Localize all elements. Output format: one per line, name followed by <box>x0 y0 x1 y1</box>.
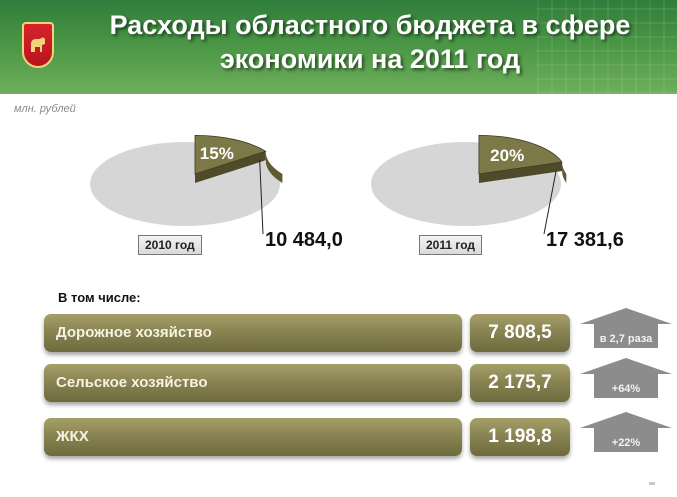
pie-slice-rim <box>265 151 283 183</box>
year-label-2011: 2011 год <box>419 235 482 255</box>
up-arrow-icon <box>580 308 672 348</box>
slide-title: Расходы областного бюджета в сфере эконо… <box>109 10 631 74</box>
regional-crest-icon <box>22 22 54 68</box>
breakdown-value-agriculture: 2 175,7 <box>470 364 570 402</box>
change-arrow-housing: +22% <box>578 410 674 452</box>
pie-leader-line <box>259 160 264 235</box>
breakdown-item-roads: Дорожное хозяйство <box>44 314 462 352</box>
page-indicator <box>649 482 655 485</box>
total-2010: 10 484,0 <box>265 229 343 251</box>
breakdown-value-roads: 7 808,5 <box>470 314 570 352</box>
breakdown-heading: В том числе: <box>58 290 141 305</box>
pie-slice-share <box>194 134 267 175</box>
pie-chart-2011: 20% <box>371 134 567 235</box>
up-arrow-icon <box>580 358 672 398</box>
header-decoration <box>537 0 677 94</box>
pie-slice-share <box>478 134 563 175</box>
change-arrow-agriculture: +64% <box>578 356 674 398</box>
year-label-2010: 2010 год <box>138 235 202 255</box>
pie-percent-label: 15% <box>200 144 234 163</box>
change-arrow-roads: в 2,7 раза <box>578 306 674 348</box>
up-arrow-icon <box>580 412 672 452</box>
breakdown-value-housing: 1 198,8 <box>470 418 570 456</box>
total-2011: 17 381,6 <box>546 229 624 251</box>
pie-slice-rim <box>562 162 567 183</box>
change-label-housing: +22% <box>611 437 641 449</box>
change-label-agriculture: +64% <box>611 383 641 395</box>
breakdown-item-agriculture: Сельское хозяйство <box>44 364 462 402</box>
units-label: млн. рублей <box>14 103 76 115</box>
pie-slice-side <box>194 151 266 183</box>
change-label-roads: в 2,7 раза <box>599 333 653 345</box>
breakdown-item-housing: ЖКХ <box>44 418 462 456</box>
slide-header: Расходы областного бюджета в сфере эконо… <box>0 0 677 94</box>
pie-leader-line <box>543 170 557 235</box>
pie-charts: 15% 20% <box>90 134 567 235</box>
pie-slice-side <box>478 162 563 183</box>
pie-chart-2010: 15% <box>90 134 283 235</box>
pie-percent-label: 20% <box>490 146 524 165</box>
